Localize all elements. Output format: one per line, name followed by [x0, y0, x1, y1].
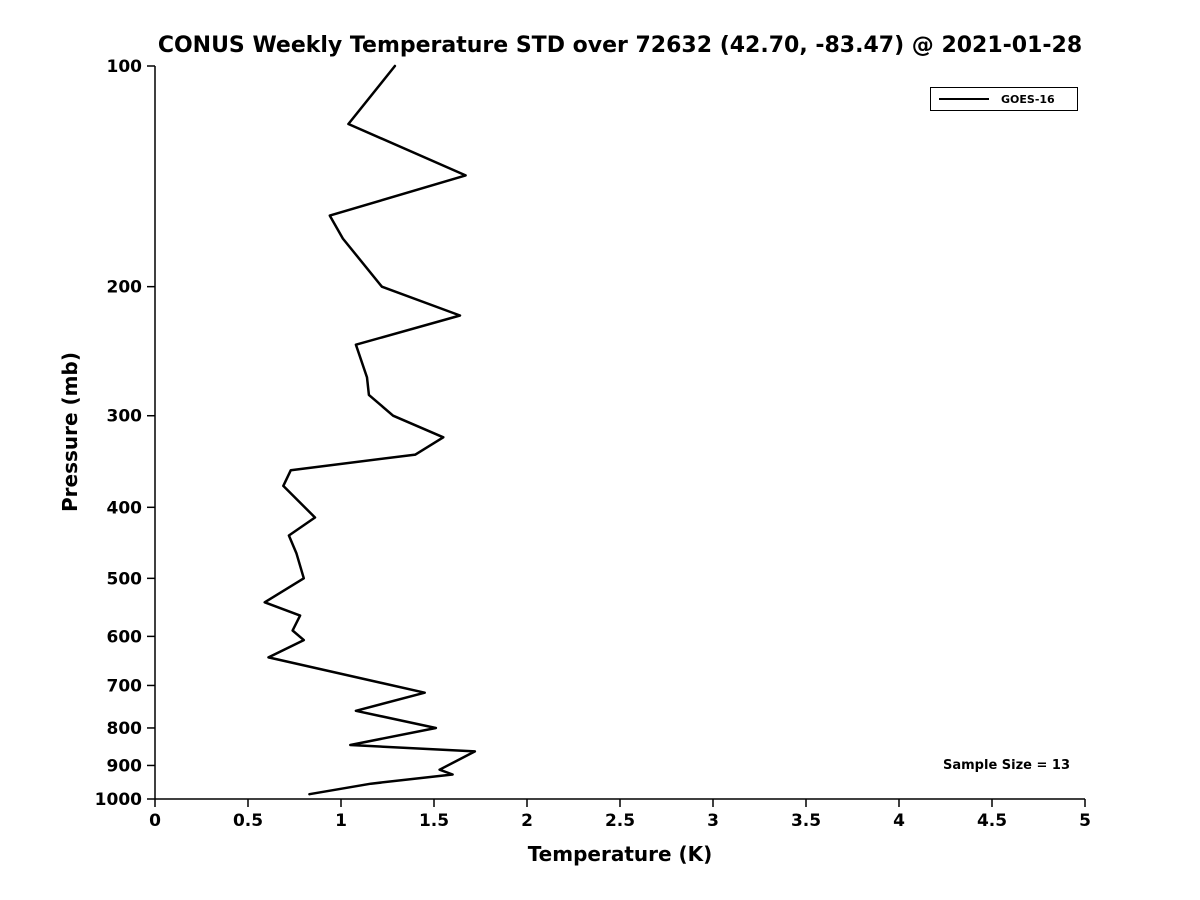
x-tick-label: 4 — [893, 811, 905, 831]
y-tick-label: 300 — [107, 407, 143, 427]
x-axis-label: Temperature (K) — [527, 842, 713, 866]
x-tick-label: 5 — [1079, 811, 1091, 831]
x-tick-label: 4.5 — [977, 811, 1007, 831]
y-tick-label: 200 — [107, 278, 143, 298]
legend: GOES-16 — [930, 87, 1078, 111]
y-tick-label: 700 — [107, 676, 143, 696]
legend-line-sample — [939, 98, 989, 100]
goes16-series-line — [263, 64, 477, 796]
x-tick-label: 3 — [707, 811, 719, 831]
x-tick-label: 0 — [149, 811, 161, 831]
legend-entry-label: GOES-16 — [1001, 92, 1055, 106]
y-tick-label: 900 — [107, 756, 143, 776]
x-tick-label: 1.5 — [419, 811, 449, 831]
x-tick-label: 0.5 — [233, 811, 263, 831]
sample-size-annotation: Sample Size = 13 — [943, 758, 1071, 773]
y-tick-label: 1000 — [95, 790, 142, 810]
x-tick-label: 2.5 — [605, 811, 635, 831]
x-tick-label: 3.5 — [791, 811, 821, 831]
chart-title: CONUS Weekly Temperature STD over 72632 … — [157, 33, 1083, 58]
y-tick-label: 500 — [107, 569, 143, 589]
y-tick-label: 100 — [107, 57, 143, 77]
y-tick-label: 400 — [107, 498, 143, 518]
y-tick-label: 600 — [107, 627, 143, 647]
x-tick-label: 1 — [335, 811, 347, 831]
x-tick-label: 2 — [521, 811, 533, 831]
y-tick-label: 800 — [107, 719, 143, 739]
